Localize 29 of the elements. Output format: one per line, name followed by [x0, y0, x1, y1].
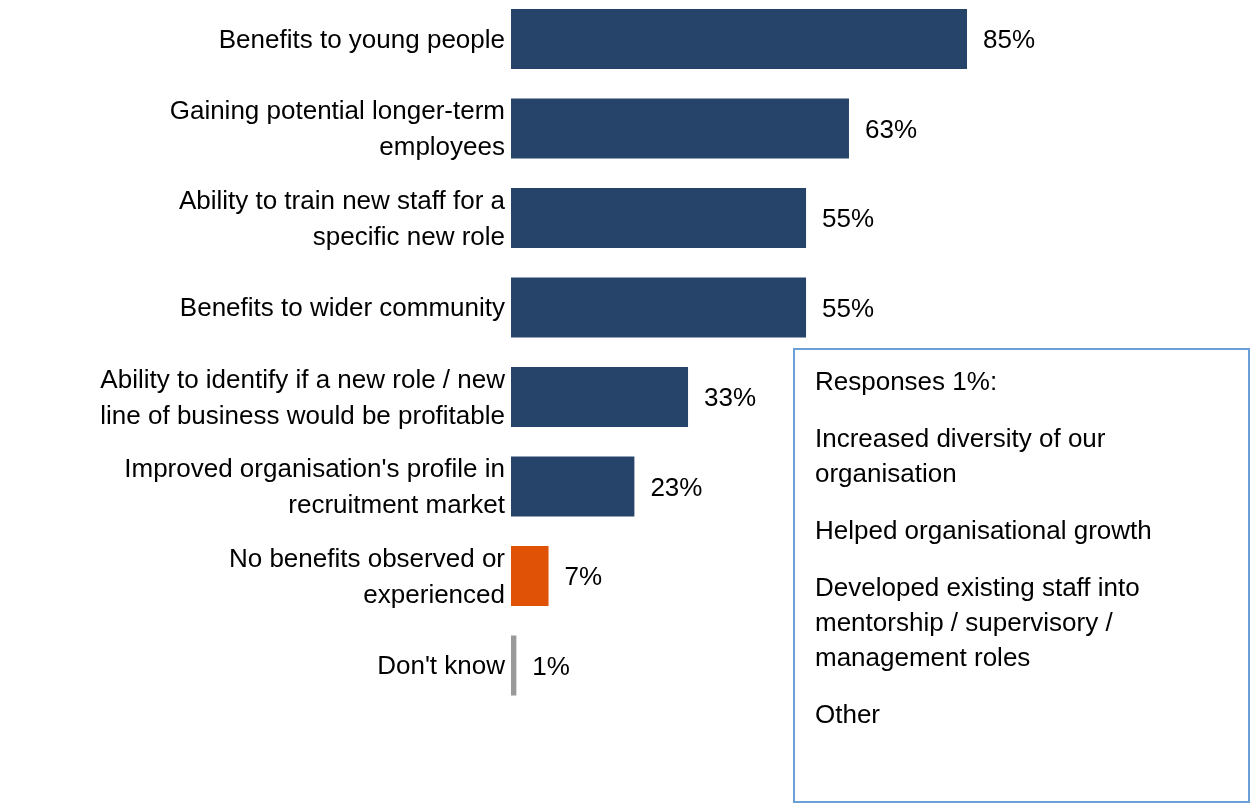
- data-label: 1%: [532, 650, 570, 681]
- bar: [511, 635, 517, 696]
- bar: [511, 546, 549, 606]
- y-tick-label: Gaining potential longer-term employees: [169, 95, 505, 162]
- data-label: 33%: [704, 382, 757, 413]
- bar: [511, 98, 849, 159]
- annotation: Other: [815, 698, 882, 731]
- y-tick-label: No benefits observed or experienced: [228, 542, 506, 609]
- annotation: Increased diversity of our organisation: [815, 422, 1107, 490]
- bar: [511, 277, 807, 338]
- bar: [511, 9, 967, 69]
- annotation: Developed existing staff into mentorship / supervisory / management roles: [815, 571, 1141, 674]
- annotation: Helped organisational growth: [815, 514, 1153, 547]
- data-label: 63%: [864, 113, 918, 144]
- y-tick-label: Don't know: [377, 650, 506, 681]
- annotation: Responses 1%:: [815, 365, 999, 398]
- data-label: 85%: [983, 24, 1036, 55]
- y-tick-label: Benefits to young people: [218, 23, 505, 54]
- y-tick-label: Ability to train new staff for a specific new role: [178, 184, 506, 251]
- bar: [511, 188, 807, 248]
- data-label: 7%: [564, 561, 603, 592]
- y-tick-label: Improved organisation's profile in recruitment market: [124, 453, 506, 520]
- bar: [511, 456, 635, 517]
- y-tick-label: Ability to identify if a new role / new line of business would be profitable: [100, 363, 506, 430]
- data-label: 55%: [822, 203, 875, 234]
- bar: [511, 367, 689, 427]
- data-label: 55%: [822, 292, 875, 323]
- data-label: 23%: [650, 471, 703, 502]
- y-tick-label: Benefits to wider community: [179, 292, 505, 323]
